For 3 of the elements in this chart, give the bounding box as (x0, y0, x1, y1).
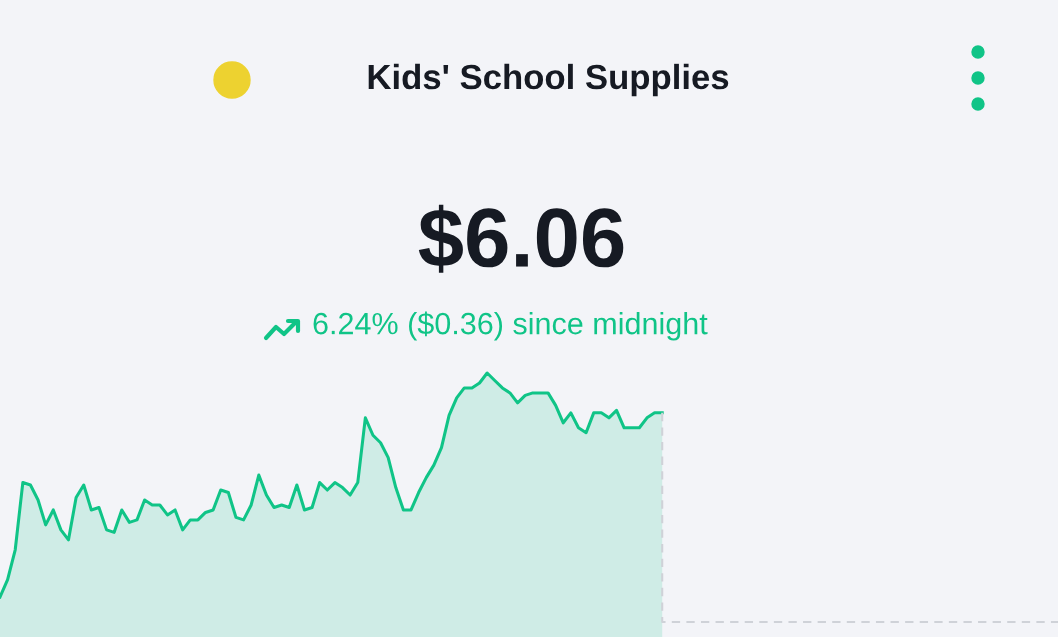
chart-title: Kids' School Supplies (368, 63, 729, 97)
chart-subtitle: $6.06 (418, 204, 624, 273)
text: 6.24% ($0.36) since midnight (313, 311, 708, 341)
